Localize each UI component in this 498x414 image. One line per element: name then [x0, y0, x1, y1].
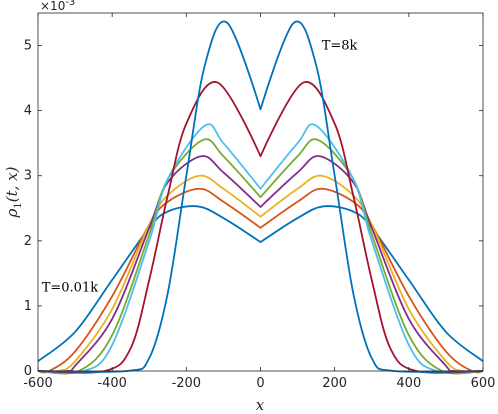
series-line-2: [37, 187, 484, 374]
y-tick-label: 4: [24, 104, 32, 119]
y-tick-label: 1: [24, 299, 32, 314]
y-multiplier-base: ×10: [40, 0, 65, 13]
x-tick-label: 400: [396, 376, 421, 391]
x-tick-label: -400: [97, 376, 127, 391]
y-multiplier: ×10-3: [40, 0, 75, 13]
series-line-4: [37, 155, 484, 373]
y-tick-label: 5: [24, 39, 32, 54]
y-axis-label: ρ1(t, x): [3, 166, 24, 218]
x-tick-label: -600: [23, 376, 53, 391]
series-line-7: [37, 81, 484, 374]
y-tick-label: 3: [24, 169, 32, 184]
series-line-1: [37, 205, 484, 362]
series-line-6: [37, 123, 484, 374]
y-axis-label-args: (t, x): [3, 166, 21, 202]
y-axis-label-main: ρ: [3, 208, 21, 218]
y-tick-label: 2: [24, 234, 32, 249]
series-line-5: [37, 138, 484, 375]
annotation-t-001k: T=0.01k: [42, 281, 99, 296]
plot-area: [38, 13, 483, 371]
x-tick-label: -200: [172, 376, 202, 391]
series-line-3: [37, 174, 484, 373]
x-tick-label: 200: [322, 376, 347, 391]
series-layer: [37, 20, 484, 375]
x-axis-label: x: [256, 396, 265, 414]
annotation-t-8k: T=8k: [322, 39, 358, 54]
x-tick-label: 0: [256, 376, 264, 391]
y-tick-label: 0: [24, 364, 32, 379]
series-line-8: [37, 20, 484, 373]
x-tick-label: 600: [471, 376, 496, 391]
y-multiplier-exponent: -3: [65, 0, 75, 8]
ticks-layer: -600 -400 -200 0 200 400 600 0 1 2 3 4 5: [23, 13, 495, 391]
y-axis-label-sub: 1: [13, 202, 24, 208]
